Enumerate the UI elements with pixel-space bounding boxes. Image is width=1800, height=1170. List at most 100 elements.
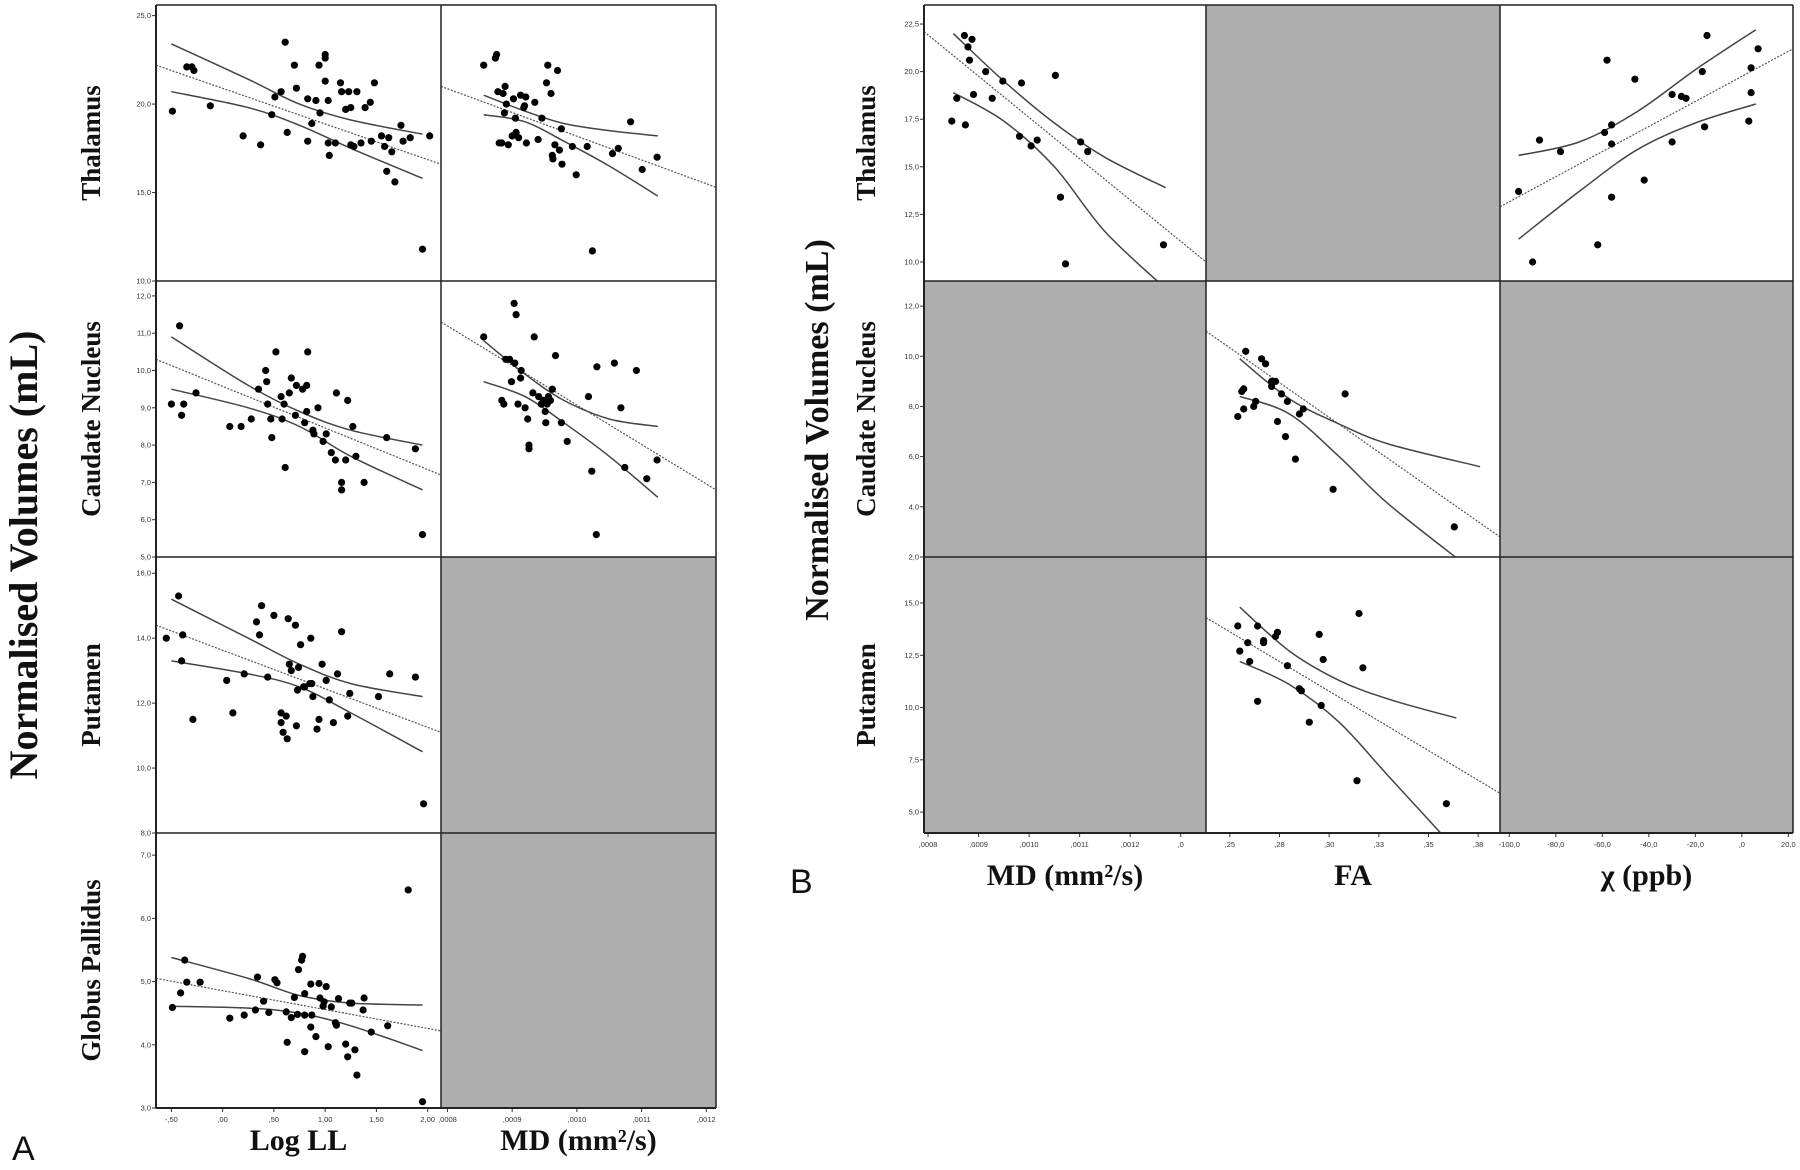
data-point [322,430,330,438]
data-point [1315,630,1323,639]
data-point [1283,662,1291,670]
data-point [982,68,990,76]
data-point [268,111,276,119]
data-point [391,178,399,186]
y-tick-label: 20,0 [904,67,919,76]
data-point [548,385,556,393]
y-tick-label: 7,5 [909,755,919,764]
data-point [1291,455,1299,463]
x-axis-log-ll: -,50 ,00 ,50 1,00 1,50 2,00 Log LL [165,1108,435,1157]
data-point [257,141,265,149]
data-point [1341,390,1349,398]
y-tick-label: 25,0 [136,11,151,20]
plot-area [1500,29,1793,266]
data-point [1601,128,1609,137]
data-point [223,676,231,685]
data-point [420,800,428,808]
data-point [964,43,972,51]
x-tick-label: ,25 [1225,840,1235,849]
data-point [520,102,529,110]
data-point [367,1028,375,1036]
data-point [1317,701,1325,710]
data-point [177,989,185,997]
data-point [1359,664,1367,672]
data-point [287,1014,295,1022]
y-tick-label: 2,0 [909,553,919,562]
ci-upper-bound [170,336,423,446]
data-point [367,137,375,145]
y-tick-label: 8,0 [141,829,151,838]
y-tick-label: 10,0 [904,257,919,266]
regression-line [441,321,716,491]
y-tick-label: 4,0 [141,1040,151,1049]
data-point [1240,405,1248,413]
data-point [324,1043,332,1051]
data-point [291,411,299,419]
row-label-putamen: Putamen [76,643,106,747]
data-point [418,1098,427,1106]
data-point [252,618,261,626]
data-point [617,404,625,412]
data-point [255,631,264,639]
data-point [506,355,514,363]
ci-upper-bound [1518,29,1757,157]
x-axis-md-mm-s: ,0008 ,0009 ,0010 ,0011 ,0012 MD (mm²/s) [438,1108,716,1157]
data-point [321,77,329,85]
y-tick-label: 17,5 [904,115,919,124]
x-tick-label: ,0008 [438,1115,457,1124]
data-point [189,715,197,724]
y-tick-label: 4,0 [909,502,919,511]
data-point [181,956,189,964]
data-point [350,142,358,151]
data-point [297,641,305,649]
y-tick-label: 12,0 [136,291,151,300]
data-point [383,167,391,175]
data-point [653,456,661,464]
data-point [283,1038,291,1046]
data-point [283,735,291,743]
data-point [511,114,519,122]
cell-putamen-vs-md-mm-s [441,557,716,833]
cell-caudate-nucleus-vs-fa [1206,281,1500,557]
plot-area [156,322,441,539]
ci-lower-bound [171,388,423,491]
y-tick-label: 7,0 [141,851,151,860]
data-point [999,77,1007,85]
panel-background [1206,557,1500,833]
data-point [1305,718,1313,726]
y-axis-caudate-nucleus: 5,0 6,0 7,0 8,0 9,0 10,0 11,0 12,0 Caudate Nucle… [76,291,156,562]
data-point [361,104,369,112]
row-label-globus-pallidus: Globus Pallidus [76,879,106,1061]
plot-area [156,886,441,1106]
data-point [176,322,184,330]
x-axis-ppb: -100,0 -80,0 -60,0 -40,0 -20,0 ,0 20,0 χ (ppb) [1499,833,1796,892]
data-point [247,415,255,423]
data-point [239,132,247,140]
data-point [541,407,549,416]
cell-putamen-vs-ppb [1500,557,1793,833]
data-point [345,88,353,96]
cell-caudate-nucleus-vs-md-mm-s [924,281,1206,557]
data-point [1329,485,1337,493]
empty-panel [441,833,716,1108]
data-point [353,88,361,96]
panel-background [1500,5,1793,281]
y-axis-thalamus: 10,0 12,5 15,0 17,5 20,0 22,5 Thalamus [851,20,924,266]
column-label-fa: FA [1334,859,1372,892]
data-point [1273,628,1282,636]
data-point [397,121,405,129]
panel-background [441,5,716,281]
cell-globus-pallidus-vs-log-ll [156,833,441,1108]
data-point [1234,412,1242,421]
data-point [206,102,214,110]
data-point [267,415,275,423]
data-point [183,978,191,986]
data-point [183,63,191,71]
data-point [1682,94,1690,102]
ci-lower-bound [952,91,1159,281]
data-point [521,404,529,412]
x-tick-label: ,0010 [1020,840,1039,849]
data-point [307,634,315,642]
data-point [517,374,525,382]
empty-panel [924,281,1206,557]
